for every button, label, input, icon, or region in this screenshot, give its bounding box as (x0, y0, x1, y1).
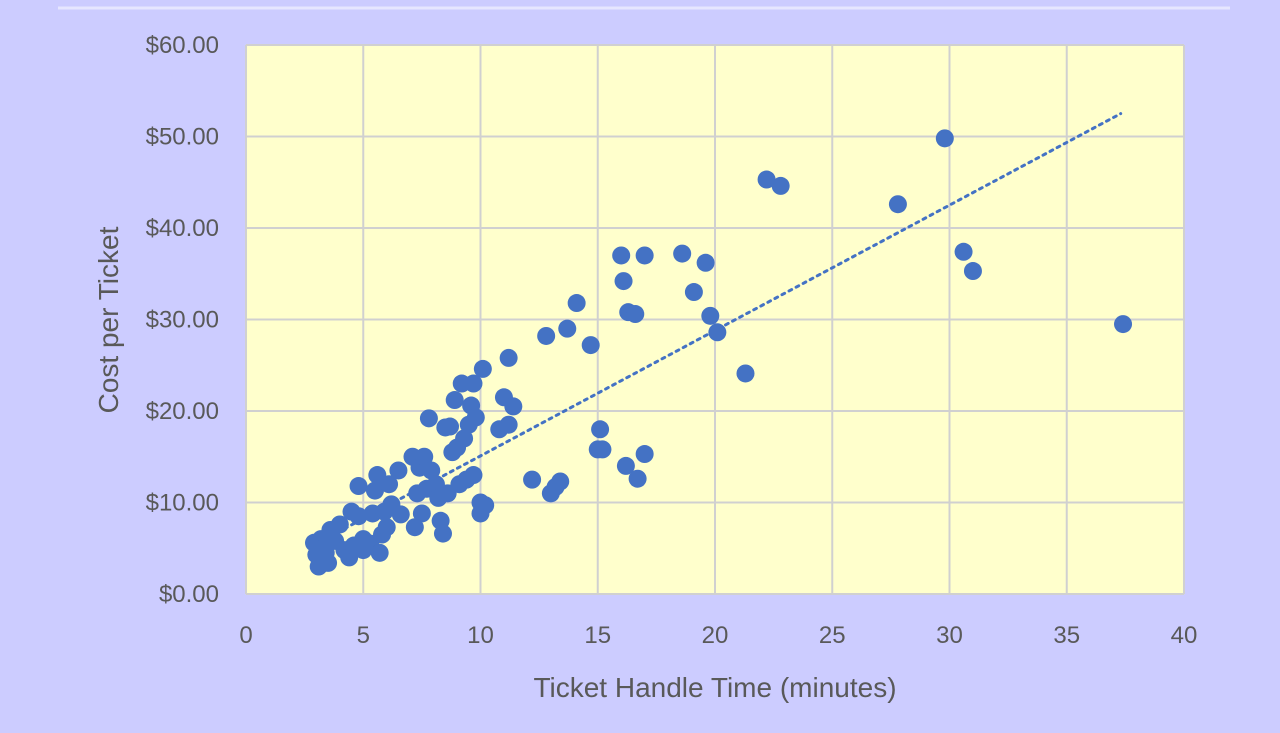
y-tick-labels: $0.00 $10.00 $20.00 $30.00 $40.00 $50.00 $60.0… (146, 32, 219, 608)
data-point (419, 409, 438, 428)
data-point (433, 524, 452, 543)
data-point (464, 374, 483, 393)
y-tick-label: $60.00 (146, 32, 219, 59)
x-axis-title: Ticket Handle Time (minutes) (533, 672, 896, 703)
data-point (464, 466, 483, 485)
data-point (349, 477, 368, 496)
data-point (537, 326, 556, 345)
data-point (349, 507, 368, 526)
data-point (476, 496, 495, 515)
data-point (391, 505, 410, 524)
data-point (370, 543, 389, 562)
x-tick-label: 25 (819, 622, 846, 649)
data-point (499, 415, 518, 434)
data-point (412, 504, 431, 523)
data-point (696, 253, 715, 272)
data-point (614, 272, 633, 291)
x-tick-label: 5 (357, 622, 370, 649)
data-point (473, 359, 492, 378)
data-point (771, 176, 790, 195)
y-tick-label: $20.00 (146, 398, 219, 425)
data-point (708, 323, 727, 342)
data-point (935, 129, 954, 148)
data-point (635, 246, 654, 265)
y-tick-label: $0.00 (159, 581, 219, 608)
x-tick-label: 15 (584, 622, 611, 649)
y-tick-label: $50.00 (146, 124, 219, 151)
data-point (499, 348, 518, 367)
data-point (445, 391, 464, 410)
data-point (422, 461, 441, 480)
data-point (558, 319, 577, 338)
data-point (635, 445, 654, 464)
data-point (466, 408, 485, 427)
data-point (441, 417, 460, 436)
data-point (757, 170, 776, 189)
x-tick-label: 0 (239, 622, 252, 649)
data-point (701, 306, 720, 325)
data-point (389, 461, 408, 480)
data-point (377, 518, 396, 537)
data-point (673, 244, 692, 263)
data-point (954, 242, 973, 261)
data-point (405, 518, 424, 537)
data-point (380, 475, 399, 494)
x-tick-label: 40 (1171, 622, 1198, 649)
y-axis-title: Cost per Ticket (93, 226, 124, 413)
data-point (319, 553, 338, 572)
y-tick-label: $40.00 (146, 215, 219, 242)
data-point (736, 364, 755, 383)
data-point (455, 429, 474, 448)
x-tick-labels: 0 5 10 15 20 25 30 35 40 (239, 622, 1197, 649)
y-tick-label: $30.00 (146, 307, 219, 334)
data-point (612, 246, 631, 265)
data-point (963, 262, 982, 281)
data-point (684, 283, 703, 302)
data-point (888, 195, 907, 214)
data-point (330, 515, 349, 534)
data-point (551, 472, 570, 491)
data-point (1114, 315, 1133, 334)
data-point (415, 447, 434, 466)
x-tick-label: 10 (467, 622, 494, 649)
y-tick-label: $10.00 (146, 490, 219, 517)
data-point (504, 397, 523, 416)
data-point (567, 294, 586, 313)
x-tick-label: 30 (936, 622, 963, 649)
x-tick-label: 20 (702, 622, 729, 649)
data-point (365, 481, 384, 500)
data-point (628, 469, 647, 488)
data-point (523, 470, 542, 489)
data-point (616, 456, 635, 475)
data-point (593, 440, 612, 459)
data-point (626, 305, 645, 324)
x-tick-label: 35 (1053, 622, 1080, 649)
data-points (305, 129, 1133, 576)
data-point (591, 420, 610, 439)
data-point (581, 336, 600, 355)
